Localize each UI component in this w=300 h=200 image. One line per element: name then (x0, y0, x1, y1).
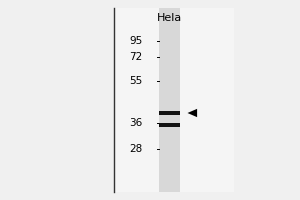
Text: 36: 36 (129, 118, 142, 128)
Bar (159, 111, 180, 115)
Polygon shape (188, 109, 197, 117)
Text: 55: 55 (129, 76, 142, 86)
Text: 95: 95 (129, 36, 142, 46)
Bar (159, 123, 180, 127)
Text: Hela: Hela (157, 13, 182, 23)
Bar (159, 8, 180, 192)
Bar (114, 8, 234, 192)
Text: 72: 72 (129, 52, 142, 62)
Text: 28: 28 (129, 144, 142, 154)
